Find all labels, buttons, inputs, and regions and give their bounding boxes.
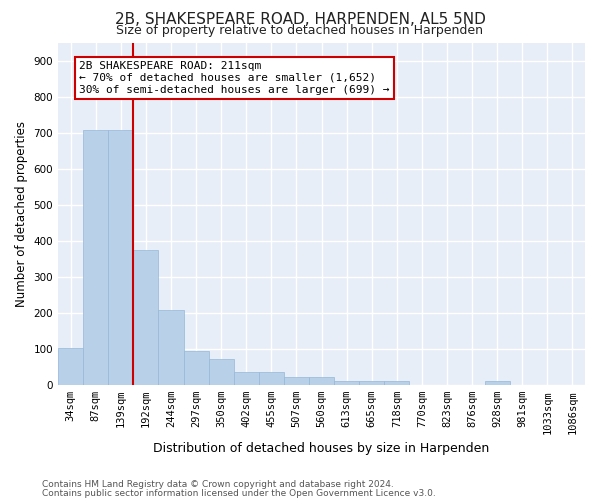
Bar — [58, 348, 83, 385]
Bar — [209, 359, 233, 385]
Y-axis label: Number of detached properties: Number of detached properties — [15, 121, 28, 307]
X-axis label: Distribution of detached houses by size in Harpenden: Distribution of detached houses by size … — [154, 442, 490, 455]
Bar — [83, 130, 108, 385]
Text: Contains public sector information licensed under the Open Government Licence v3: Contains public sector information licen… — [42, 490, 436, 498]
Text: Size of property relative to detached houses in Harpenden: Size of property relative to detached ho… — [116, 24, 484, 37]
Bar — [133, 250, 158, 385]
Bar — [284, 377, 309, 385]
Text: 2B, SHAKESPEARE ROAD, HARPENDEN, AL5 5ND: 2B, SHAKESPEARE ROAD, HARPENDEN, AL5 5ND — [115, 12, 485, 28]
Bar — [184, 351, 209, 385]
Bar — [309, 377, 334, 385]
Bar — [384, 382, 409, 385]
Bar — [259, 372, 284, 385]
Bar — [485, 382, 510, 385]
Bar — [359, 382, 384, 385]
Text: Contains HM Land Registry data © Crown copyright and database right 2024.: Contains HM Land Registry data © Crown c… — [42, 480, 394, 489]
Bar — [233, 372, 259, 385]
Bar — [334, 382, 359, 385]
Text: 2B SHAKESPEARE ROAD: 211sqm
← 70% of detached houses are smaller (1,652)
30% of : 2B SHAKESPEARE ROAD: 211sqm ← 70% of det… — [79, 62, 389, 94]
Bar — [108, 130, 133, 385]
Bar — [158, 310, 184, 385]
